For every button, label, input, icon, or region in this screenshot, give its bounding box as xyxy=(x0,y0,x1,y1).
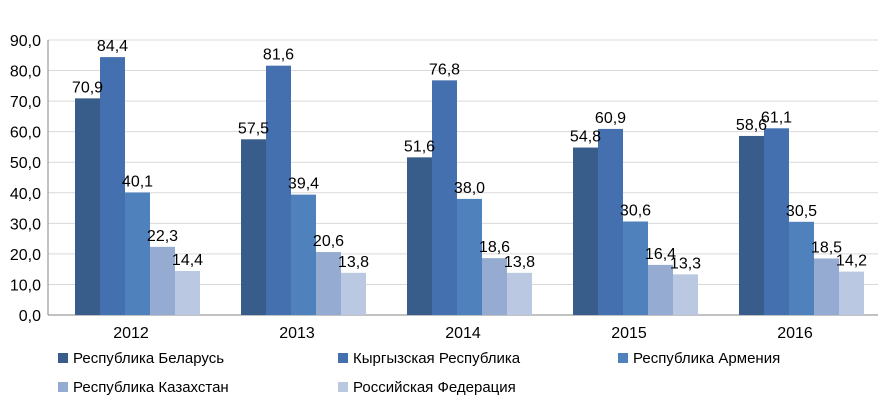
bar xyxy=(739,135,764,315)
data-label: 39,4 xyxy=(288,176,319,193)
bar xyxy=(75,98,100,315)
bars xyxy=(75,57,864,316)
bar xyxy=(291,194,316,315)
legend-swatch xyxy=(618,353,628,363)
y-tick-label: 80,0 xyxy=(10,64,41,81)
legend: Республика Беларусь Кыргызская Республика… xyxy=(58,350,780,396)
bar xyxy=(432,80,457,315)
bar xyxy=(457,198,482,315)
x-tick-label: 2016 xyxy=(777,325,813,342)
y-axis-ticks: 0,0 10,0 20,0 30,0 40,0 50,0 60,0 70,0 80,0 90,0 xyxy=(10,33,41,325)
bar xyxy=(241,139,266,315)
data-label: 40,1 xyxy=(122,173,153,190)
y-tick-label: 40,0 xyxy=(10,186,41,203)
legend-swatch xyxy=(338,353,348,363)
data-label: 30,6 xyxy=(620,203,651,220)
legend-label: Республика Армения xyxy=(633,350,780,367)
bar xyxy=(598,128,623,315)
y-tick-label: 20,0 xyxy=(10,247,41,264)
data-label: 51,6 xyxy=(404,138,435,155)
bar xyxy=(648,264,673,315)
data-label: 76,8 xyxy=(429,61,460,78)
data-label: 22,3 xyxy=(147,228,178,245)
data-label: 61,1 xyxy=(761,109,792,126)
bar xyxy=(100,57,125,315)
data-label: 84,4 xyxy=(97,38,128,55)
y-tick-label: 50,0 xyxy=(10,155,41,172)
bar xyxy=(839,271,864,315)
bar xyxy=(407,157,432,315)
bar xyxy=(814,258,839,315)
y-tick-label: 10,0 xyxy=(10,277,41,294)
data-label: 57,5 xyxy=(238,120,269,137)
data-label: 18,6 xyxy=(479,239,510,256)
y-tick-label: 0,0 xyxy=(19,308,41,325)
bar xyxy=(573,147,598,315)
bar xyxy=(175,271,200,315)
data-label: 16,4 xyxy=(645,246,676,263)
bar xyxy=(125,192,150,315)
y-tick-label: 30,0 xyxy=(10,216,41,233)
y-tick-label: 70,0 xyxy=(10,94,41,111)
legend-swatch xyxy=(338,382,348,392)
data-label: 14,4 xyxy=(172,252,203,269)
legend-label: Республика Беларусь xyxy=(73,350,224,367)
bar xyxy=(507,272,532,315)
y-tick-label: 60,0 xyxy=(10,125,41,142)
data-label: 54,8 xyxy=(570,129,601,146)
x-tick-label: 2014 xyxy=(445,325,481,342)
x-axis-ticks: 2012 2013 2014 2015 2016 xyxy=(113,325,813,342)
x-tick-label: 2015 xyxy=(611,325,647,342)
bar xyxy=(623,221,648,315)
bar xyxy=(266,65,291,316)
data-label: 70,9 xyxy=(72,79,103,96)
bar xyxy=(789,221,814,315)
data-label: 14,2 xyxy=(836,253,867,270)
data-label: 58,6 xyxy=(736,117,767,134)
data-label: 60,9 xyxy=(595,110,626,127)
data-label: 38,0 xyxy=(454,180,485,197)
y-tick-label: 90,0 xyxy=(10,33,41,50)
legend-label: Республика Казахстан xyxy=(73,379,229,396)
data-label: 13,8 xyxy=(338,254,369,271)
bar xyxy=(482,258,507,315)
x-tick-label: 2013 xyxy=(279,325,315,342)
legend-label: Кыргызская Республика xyxy=(353,350,521,367)
data-label: 13,8 xyxy=(504,254,535,271)
data-label: 81,6 xyxy=(263,47,294,64)
bar xyxy=(673,274,698,315)
data-label: 20,6 xyxy=(313,233,344,250)
data-labels: 70,9 84,4 40,1 22,3 14,4 57,5 81,6 39,4 20,6 13,8… xyxy=(72,38,867,272)
legend-label: Российская Федерация xyxy=(353,379,516,396)
data-label: 30,5 xyxy=(786,203,817,220)
legend-swatch xyxy=(58,353,68,363)
bar xyxy=(316,252,341,315)
bar xyxy=(341,272,366,315)
x-tick-label: 2012 xyxy=(113,325,149,342)
bar xyxy=(764,128,789,315)
data-label: 13,3 xyxy=(670,255,701,272)
bar xyxy=(150,246,175,315)
legend-swatch xyxy=(58,382,68,392)
data-label: 18,5 xyxy=(811,239,842,256)
